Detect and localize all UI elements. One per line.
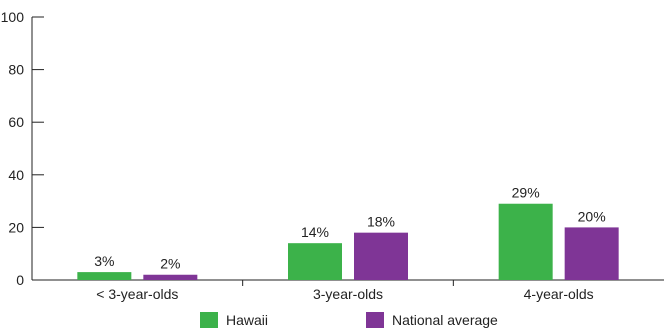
y-tick-label: 80: [8, 62, 24, 78]
legend-item-series-2: National average: [366, 312, 498, 328]
legend-swatch-series-1: [200, 312, 218, 328]
legend-swatch-series-2: [366, 312, 384, 328]
bar-value-label: 2%: [160, 256, 180, 272]
bar-value-label: 29%: [512, 185, 540, 201]
bar: [498, 203, 553, 280]
bar-value-label: 14%: [301, 224, 329, 240]
y-axis: 0 20 40 60 80 100: [1, 9, 44, 288]
y-tick-label: 0: [16, 272, 24, 288]
x-axis: < 3-year-olds 3-year-olds 4-year-olds: [32, 279, 664, 302]
bar: [143, 274, 198, 280]
bar: [354, 232, 408, 280]
bar-value-label: 20%: [578, 208, 606, 224]
legend: Hawaii National average: [0, 310, 664, 332]
legend-item-series-1: Hawaii: [200, 312, 268, 328]
bar-value-label: 3%: [94, 253, 114, 269]
legend-label-series-2: National average: [392, 312, 498, 328]
x-tick-label: 4-year-olds: [524, 286, 594, 302]
y-tick-label: 20: [8, 219, 24, 235]
x-tick-label: < 3-year-olds: [96, 286, 178, 302]
bar: [288, 243, 342, 280]
bars: [77, 203, 619, 280]
y-tick-label: 60: [8, 114, 24, 130]
bar: [77, 272, 132, 280]
x-tick-label: 3-year-olds: [313, 286, 383, 302]
bar-value-label: 18%: [367, 214, 395, 230]
y-tick-label: 40: [8, 167, 24, 183]
legend-label-series-1: Hawaii: [226, 312, 269, 328]
bar: [564, 227, 619, 280]
bar-labels: 3% 2% 14% 18% 29% 20%: [94, 185, 605, 272]
y-tick-label: 100: [1, 9, 25, 25]
